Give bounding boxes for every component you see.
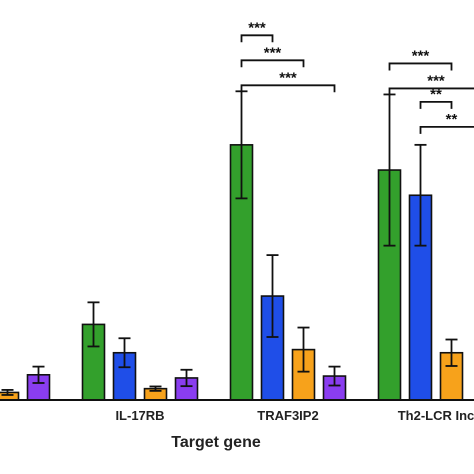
significance-label: *** <box>412 47 430 64</box>
significance-label: *** <box>248 19 266 36</box>
significance-label: ** <box>446 111 458 128</box>
significance-bracket: *** <box>240 69 336 93</box>
x-tick-label: IL-17RB <box>115 408 164 423</box>
error-bar <box>32 365 45 384</box>
error-bar <box>328 365 341 387</box>
x-tick-label: TRAF3IP2 <box>257 408 318 423</box>
significance-label: *** <box>264 44 282 61</box>
error-bar <box>414 143 427 247</box>
bar <box>0 391 20 401</box>
x-tick-label: Th2-LCR Inc <box>398 408 474 423</box>
error-bar <box>149 385 162 392</box>
significance-label: *** <box>427 72 445 89</box>
error-bar <box>87 301 100 348</box>
error-bar <box>180 368 193 388</box>
significance-bracket: *** <box>240 19 274 43</box>
error-bar <box>445 338 458 367</box>
error-bar <box>297 326 310 373</box>
significance-bracket: *** <box>388 72 474 96</box>
plot-area: ******************* <box>0 19 474 401</box>
error-bar <box>266 254 279 338</box>
significance-bracket: ** <box>419 111 474 134</box>
error-bar <box>1 389 14 396</box>
significance-bracket: *** <box>240 44 305 68</box>
significance-label: *** <box>279 69 297 86</box>
error-bar <box>118 337 131 369</box>
significance-label: ** <box>430 86 442 103</box>
x-axis-title: Target gene <box>171 434 261 451</box>
significance-bracket: ** <box>419 86 453 109</box>
significance-bracket: *** <box>388 47 453 71</box>
